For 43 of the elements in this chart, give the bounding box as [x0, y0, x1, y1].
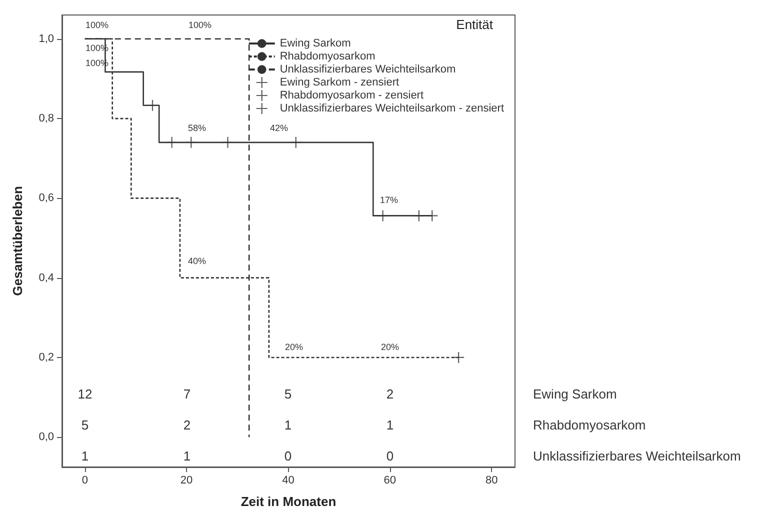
legend-label: Rhabdomyosarkom - zensiert — [280, 90, 424, 102]
legend-label: Unklassifizierbares Weichteilsarkom - zensiert — [280, 102, 504, 114]
annotation: 58% — [188, 123, 206, 133]
text: Rhabdomyosarkom — [533, 418, 646, 432]
x-tick-label: 40 — [282, 474, 294, 486]
legend-label: Ewing Sarkom — [280, 38, 351, 50]
x-axis-title: Zeit in Monaten — [240, 494, 336, 509]
annotation: 2 — [183, 418, 191, 432]
annotation: 42% — [270, 123, 288, 133]
x-tick-label: 80 — [485, 474, 498, 486]
legend-label: Rhabdomyosarkom — [280, 50, 376, 62]
x-tick-label: 60 — [384, 474, 396, 486]
annotation: 20% — [380, 342, 400, 352]
annotation: 5 — [81, 418, 89, 432]
annotation: 1 — [386, 418, 394, 432]
y-tick-label: 1,0 — [38, 32, 54, 45]
y-tick-label: 0,0 — [38, 431, 54, 444]
x-tick-label: 0 — [82, 474, 88, 486]
y-tick-label: 0,6 — [38, 192, 54, 204]
y-axis-title: Gesamtüberleben — [10, 186, 25, 296]
annotation: 17% — [380, 195, 398, 205]
annotation: 20% — [284, 342, 304, 352]
annotation: 100% — [85, 20, 109, 30]
annotation: 0 — [284, 448, 292, 464]
annotation: 5 — [284, 386, 292, 402]
annotation: 1 — [183, 448, 191, 464]
annotation: 1 — [284, 418, 292, 432]
annotation: 0 — [386, 448, 394, 464]
annotation: 2 — [386, 386, 394, 402]
annotation: 12 — [78, 386, 92, 402]
text: Unklassifizierbares Weichteilsarkom — [533, 448, 741, 464]
annotation: 40% — [188, 256, 206, 266]
y-tick-label: 0,2 — [38, 351, 54, 364]
annotation: 1 — [81, 448, 89, 464]
legend-label: Ewing Sarkom - zensiert — [280, 76, 400, 88]
x-tick-label: 20 — [180, 474, 193, 486]
legend-title: Entität — [456, 17, 494, 32]
annotation: 100% — [188, 20, 212, 30]
y-tick-label: 0,8 — [38, 112, 54, 125]
legend-label: Unklassifizierbares Weichteilsarkom — [280, 64, 456, 76]
text: Ewing Sarkom — [533, 386, 617, 402]
y-tick-label: 0,4 — [38, 272, 54, 284]
annotation: 7 — [183, 386, 191, 402]
